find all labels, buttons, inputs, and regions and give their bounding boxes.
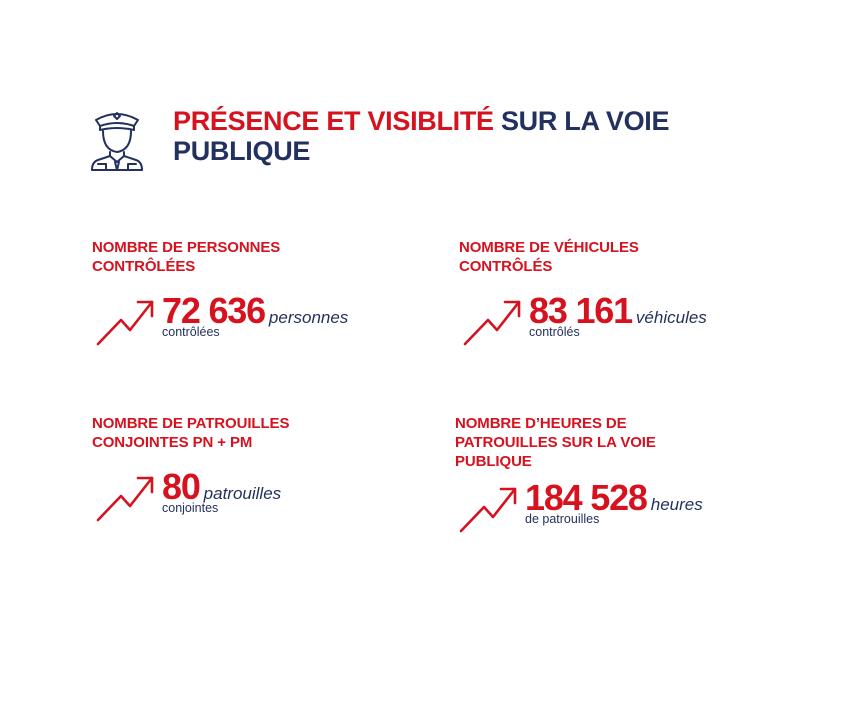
stat-value-line: 83 161 véhicules xyxy=(529,292,707,330)
stat-value-line: 80 patrouilles xyxy=(162,468,281,506)
stat-row: 80 patrouilles conjointes xyxy=(92,468,332,528)
stat-sub: de patrouilles xyxy=(525,512,600,526)
stat-unit: patrouilles xyxy=(203,484,282,503)
trend-up-arrow-icon xyxy=(96,300,154,346)
stat-sub: contrôlées xyxy=(162,325,220,339)
stat-persons-controlled: NOMBRE DE PERSONNES CONTRÔLÉES 72 636 per… xyxy=(92,238,348,352)
stat-label: NOMBRE DE PATROUILLES CONJOINTES PN + PM xyxy=(92,415,290,451)
stat-row: 83 161 véhicules contrôlés xyxy=(459,292,707,352)
trend-up-arrow-icon xyxy=(459,487,517,533)
title-rest: SUR LA VOIE PUBLIQUE xyxy=(173,106,670,166)
stat-unit: véhicules xyxy=(635,308,707,327)
stat-value-line: 72 636 personnes xyxy=(162,292,348,330)
trend-up-arrow-icon xyxy=(463,300,521,346)
stat-number: 72 636 xyxy=(162,290,266,331)
stat-unit: heures xyxy=(650,495,703,514)
stat-unit: personnes xyxy=(268,308,349,327)
stat-number: 184 528 xyxy=(525,477,648,518)
stat-row: 184 528 heures de patrouilles xyxy=(455,479,703,539)
stat-label: NOMBRE DE PERSONNES CONTRÔLÉES xyxy=(92,239,281,275)
stat-vehicles-controlled: NOMBRE DE VÉHICULES CONTRÔLÉS 83 161 véhi… xyxy=(459,238,707,352)
stat-label: NOMBRE D’HEURES DE PATROUILLES SUR LA VO… xyxy=(455,415,656,470)
police-officer-icon xyxy=(91,112,143,171)
stat-number: 83 161 xyxy=(529,290,633,331)
stat-joint-patrols: NOMBRE DE PATROUILLES CONJOINTES PN + PM… xyxy=(92,414,332,528)
title-highlight: PRÉSENCE ET VISIBLITÉ xyxy=(173,106,494,136)
stat-sub: contrôlés xyxy=(529,325,580,339)
stat-number: 80 xyxy=(162,466,201,507)
stat-row: 72 636 personnes contrôlées xyxy=(92,292,348,352)
section-header: PRÉSENCE ET VISIBLITÉ SUR LA VOIE PUBLIQ… xyxy=(88,104,748,174)
stat-label: NOMBRE DE VÉHICULES CONTRÔLÉS xyxy=(459,239,639,275)
stat-value-line: 184 528 heures xyxy=(525,479,703,517)
stat-sub: conjointes xyxy=(162,501,219,515)
page-title: PRÉSENCE ET VISIBLITÉ SUR LA VOIE PUBLIQ… xyxy=(173,106,733,166)
stat-patrol-hours: NOMBRE D’HEURES DE PATROUILLES SUR LA VO… xyxy=(455,414,703,539)
trend-up-arrow-icon xyxy=(96,476,154,522)
